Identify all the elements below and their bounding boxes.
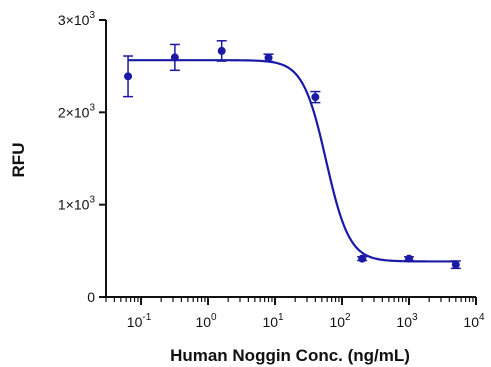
x-axis: 10-1 100 101 102 103 104 (106, 297, 485, 330)
x-tick-label: 103 (396, 312, 418, 330)
y-tick-label-exponent: 3 (89, 10, 95, 21)
x-tick-label: 10-1 (127, 312, 152, 330)
x-tick-label-base: 10 (396, 314, 412, 330)
y-tick-label: 1×103 (58, 195, 96, 213)
x-tick-label-exponent: 0 (211, 312, 217, 323)
data-point (218, 47, 226, 55)
y-tick-label-main: 0 (87, 289, 95, 305)
x-tick-label-base: 10 (329, 314, 345, 330)
y-tick-label: 0 (87, 289, 95, 305)
x-axis-label: Human Noggin Conc. (ng/mL) (170, 346, 410, 365)
y-tick-label-exponent: 3 (89, 195, 95, 206)
y-tick-label-main: 3×10 (58, 12, 90, 28)
data-point (265, 54, 273, 62)
x-tick-label-base: 10 (127, 314, 143, 330)
x-tick-label-exponent: -1 (142, 312, 151, 323)
x-tick-label: 100 (195, 312, 217, 330)
plot-area (123, 41, 461, 269)
y-tick-label-main: 2×10 (58, 104, 90, 120)
x-tick-label-exponent: 3 (412, 312, 418, 323)
fit-curve (128, 60, 456, 261)
y-tick-label-main: 1×10 (58, 197, 90, 213)
x-tick-label-exponent: 2 (345, 312, 351, 323)
data-point (405, 255, 413, 263)
x-tick-label-base: 10 (262, 314, 278, 330)
x-tick-label-base: 10 (195, 314, 211, 330)
data-point (452, 261, 460, 269)
y-axis-label: RFU (9, 143, 28, 178)
x-tick-label: 102 (329, 312, 351, 330)
y-tick-label: 2×103 (58, 102, 96, 120)
x-tick-label-exponent: 1 (278, 312, 284, 323)
x-tick-label: 104 (463, 312, 485, 330)
y-tick-label: 3×103 (58, 10, 96, 28)
x-tick-label-exponent: 4 (479, 312, 485, 323)
data-point (171, 53, 179, 61)
data-point (358, 255, 366, 263)
data-point (124, 72, 132, 80)
y-tick-label-exponent: 3 (89, 102, 95, 113)
x-tick-label: 101 (262, 312, 284, 330)
data-point (311, 93, 319, 101)
x-tick-label-base: 10 (463, 314, 479, 330)
